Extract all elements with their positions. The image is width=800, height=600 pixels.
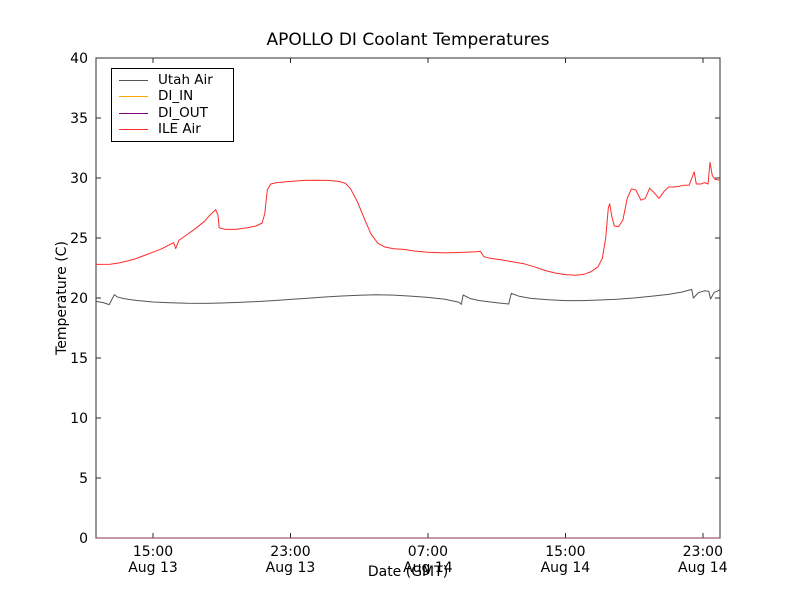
legend-item-di-out: DI_OUT	[112, 105, 233, 122]
legend: Utah Air DI_IN DI_OUT ILE Air	[111, 68, 234, 142]
di-out-legend-line	[119, 112, 148, 114]
legend-item-utah-air: Utah Air	[112, 72, 233, 89]
y-tick-label: 10	[70, 411, 88, 427]
utah-air-legend-line	[119, 79, 148, 81]
x-tick-date-label: Aug 13	[266, 560, 316, 576]
legend-item-label: ILE Air	[158, 121, 201, 137]
x-tick-time-label: 23:00	[683, 544, 723, 560]
series-line-utah-air	[95, 288, 721, 306]
legend-item-di-in: DI_IN	[112, 89, 233, 106]
y-tick-label: 25	[70, 231, 88, 247]
y-tick-label: 0	[79, 531, 88, 547]
y-axis-label: Temperature (C)	[54, 241, 70, 355]
x-tick-time-label: 07:00	[408, 544, 448, 560]
di-in-legend-line	[119, 96, 148, 98]
x-axis-label: Date (GMT)	[367, 564, 449, 580]
x-tick-time-label: 15:00	[545, 544, 585, 560]
legend-item-label: Utah Air	[158, 71, 213, 88]
ile-air-legend-line	[119, 129, 148, 131]
x-tick-time-label: 23:00	[270, 544, 310, 560]
legend-item-ile-air: ILE Air	[112, 122, 233, 139]
y-tick-label: 40	[70, 51, 88, 67]
x-tick-time-label: 15:00	[133, 544, 173, 560]
x-tick-date-label: Aug 13	[128, 560, 178, 576]
y-tick-label: 5	[79, 471, 88, 487]
y-tick-label: 15	[70, 351, 88, 367]
series-line-ile-air	[95, 161, 721, 276]
y-tick-label: 35	[70, 111, 88, 127]
y-tick-label: 20	[70, 291, 88, 307]
legend-item-label: DI_OUT	[158, 104, 208, 121]
x-tick-date-label: Aug 14	[678, 560, 728, 576]
x-tick-date-label: Aug 14	[541, 560, 591, 576]
legend-item-label: DI_IN	[158, 88, 194, 104]
chart-title: APOLLO DI Coolant Temperatures	[266, 30, 550, 50]
x-tick-date-label: Aug 14	[403, 560, 453, 576]
y-tick-label: 30	[70, 171, 88, 187]
